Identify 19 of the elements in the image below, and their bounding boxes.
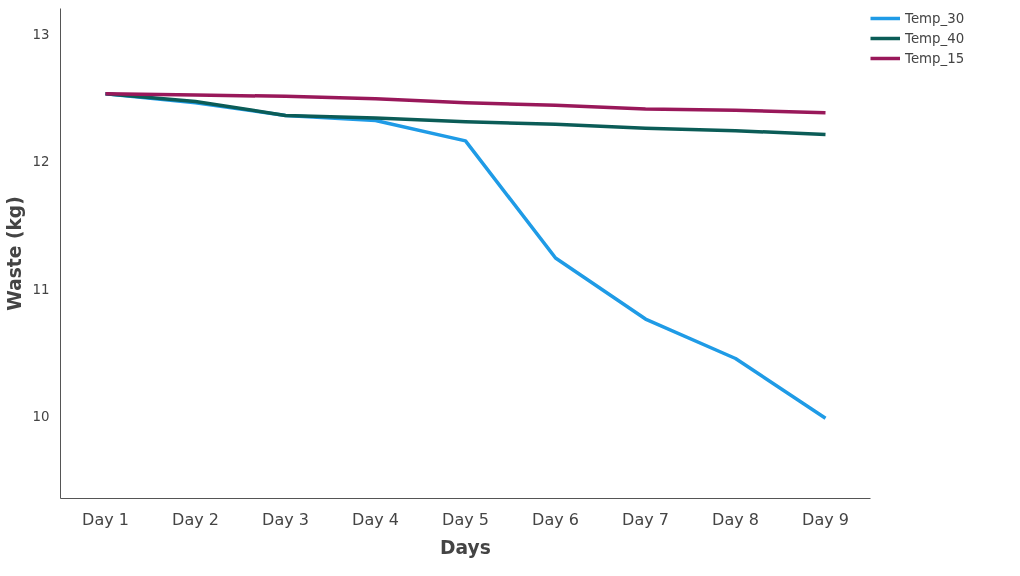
x-axis-title: Days (440, 536, 491, 558)
y-axis-title: Waste (kg) (3, 196, 25, 311)
x-tick-label: Day 1 (82, 509, 129, 529)
x-tick-label: Day 9 (802, 509, 849, 529)
y-tick-label: 13 (32, 26, 50, 42)
legend-label: Temp_40 (905, 30, 965, 46)
x-tick-label: Day 2 (172, 509, 219, 529)
y-tick-label: 11 (32, 281, 50, 297)
x-tick-label: Day 4 (352, 509, 399, 529)
x-tick-label: Day 3 (262, 509, 309, 529)
line-series (103, 92, 828, 115)
y-tick-label: 10 (32, 408, 50, 424)
legend-label: Temp_30 (905, 10, 965, 26)
x-tick-label: Day 5 (442, 509, 489, 529)
legend-label: Temp_15 (905, 50, 965, 66)
x-tick-label: Day 6 (532, 509, 579, 529)
x-tick-label: Day 8 (712, 509, 759, 529)
x-tick-label: Day 7 (622, 509, 669, 529)
y-tick-label: 12 (32, 154, 50, 170)
